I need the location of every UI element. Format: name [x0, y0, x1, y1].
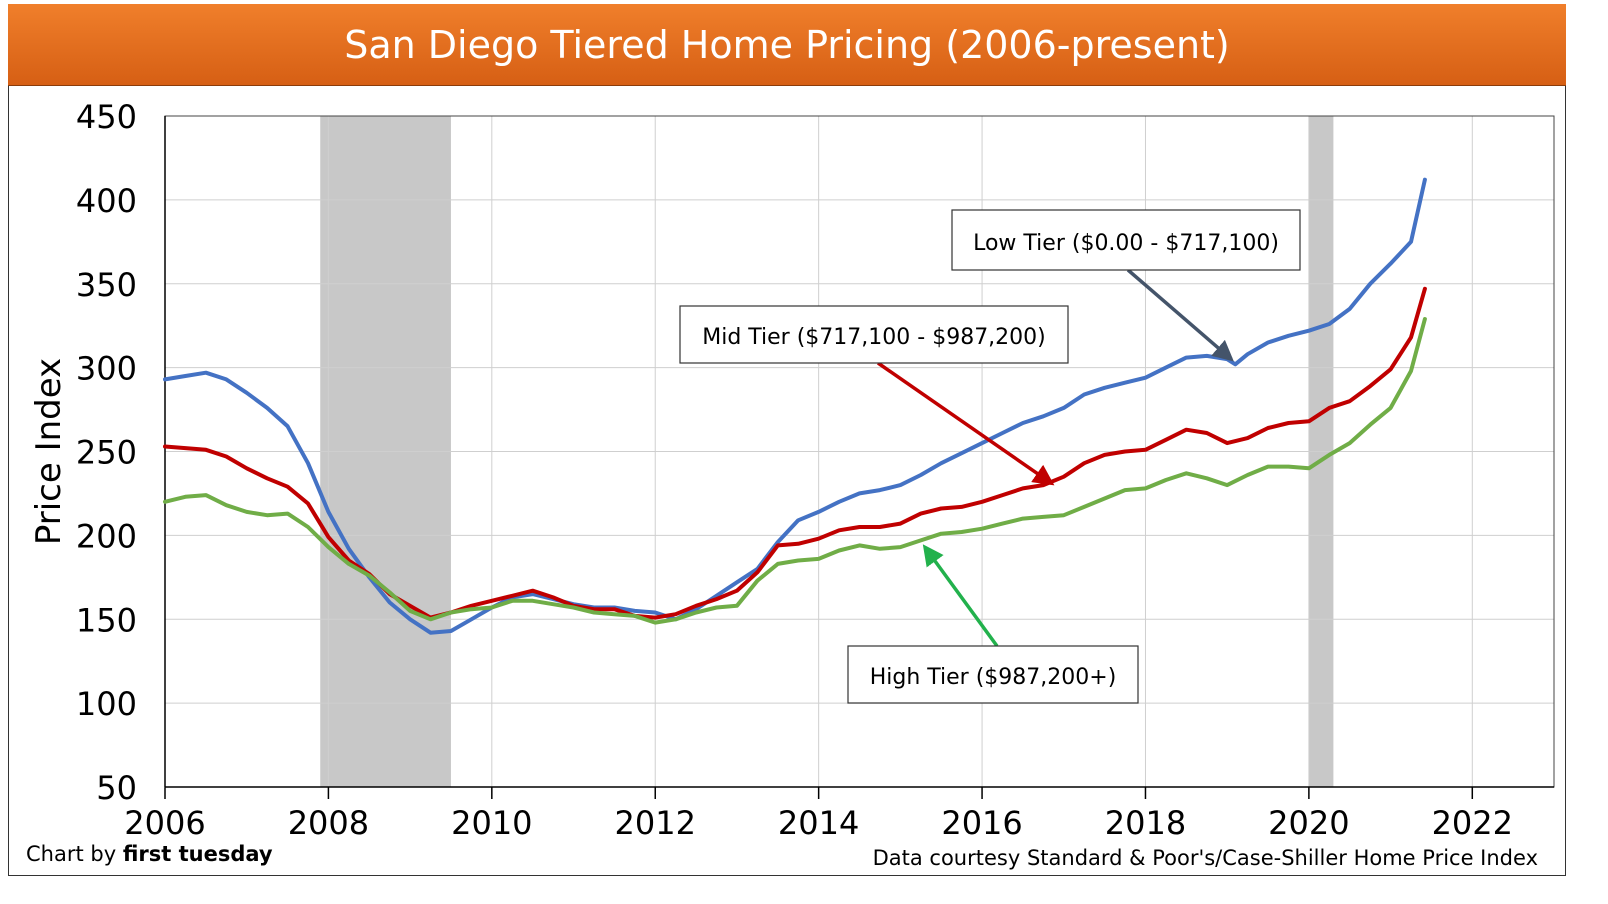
- chart-credit: Chart by first tuesday: [26, 842, 273, 866]
- title-bar: San Diego Tiered Home Pricing (2006-pres…: [8, 4, 1566, 86]
- annotation-arrow-2: [922, 544, 999, 648]
- y-tick-label: 100: [76, 685, 137, 723]
- y-tick-label: 300: [76, 350, 137, 388]
- credit-prefix: Chart by: [26, 842, 123, 866]
- y-tick-label: 350: [76, 266, 137, 304]
- data-source: Data courtesy Standard & Poor's/Case-Shi…: [872, 846, 1538, 870]
- x-tick-label: 2018: [1105, 804, 1186, 842]
- annotation-box-0: [951, 209, 1301, 271]
- y-axis-label: Price Index: [29, 358, 69, 545]
- chart-title: San Diego Tiered Home Pricing (2006-pres…: [344, 22, 1230, 67]
- series-line-0: [163, 177, 1427, 635]
- x-tick-label: 2016: [941, 804, 1022, 842]
- annotation-arrow-1: [877, 361, 1055, 486]
- series-line-2: [163, 317, 1427, 625]
- annotation-label-0: Low Tier ($0.00 - $717,100): [973, 231, 1279, 256]
- y-tick-label: 200: [76, 517, 137, 555]
- annotation-arrow-0: [1126, 268, 1234, 362]
- x-tick-label: 2022: [1432, 804, 1513, 842]
- y-tick-label: 250: [76, 434, 137, 472]
- y-tick-label: 400: [76, 182, 137, 220]
- credit-name: first tuesday: [122, 842, 273, 866]
- x-tick-label: 2014: [778, 804, 859, 842]
- x-tick-label: 2020: [1268, 804, 1349, 842]
- annotation-box-2: [847, 645, 1139, 704]
- annotation-label-1: Mid Tier ($717,100 - $987,200): [702, 325, 1046, 350]
- chart-frame: [8, 4, 1566, 876]
- x-tick-label: 2012: [615, 804, 696, 842]
- y-tick-label: 150: [76, 601, 137, 639]
- annotation-label-2: High Tier ($987,200+): [870, 665, 1117, 690]
- x-tick-label: 2008: [288, 804, 369, 842]
- annotation-box-1: [679, 305, 1069, 364]
- x-tick-label: 2006: [124, 804, 205, 842]
- y-tick-label: 450: [76, 98, 137, 136]
- x-tick-label: 2010: [451, 804, 532, 842]
- y-tick-label: 50: [96, 769, 137, 807]
